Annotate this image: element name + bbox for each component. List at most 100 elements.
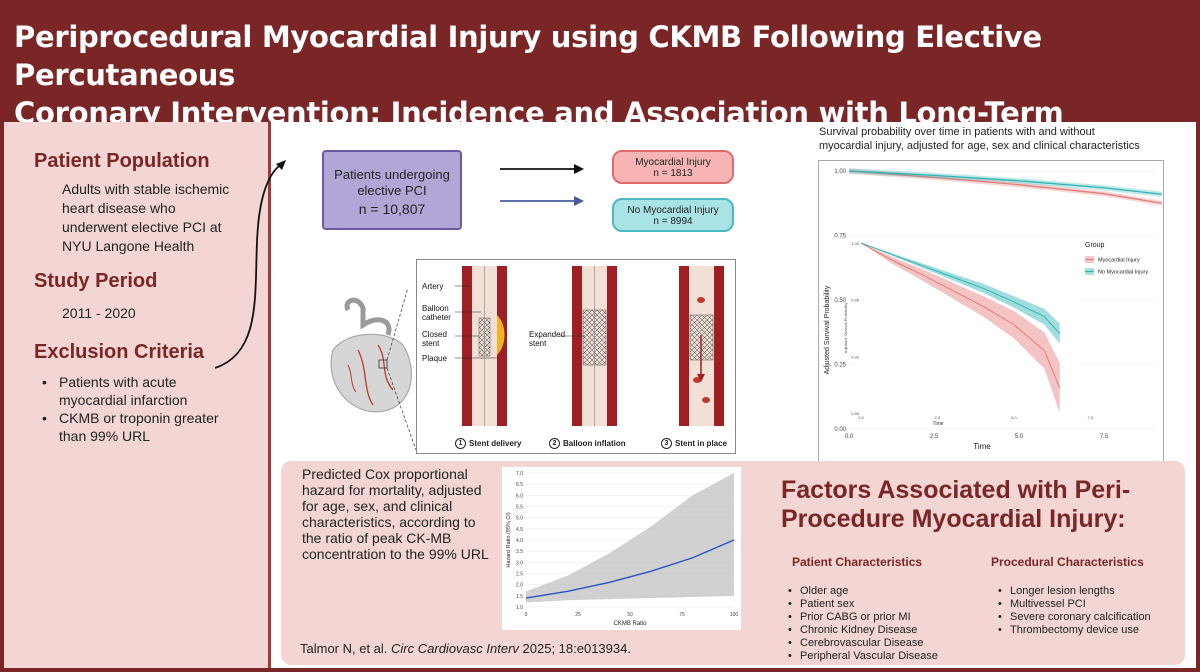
inset-panel bbox=[857, 239, 1079, 425]
y-tick-label: 1.00 bbox=[834, 169, 846, 175]
exclusion-list: Patients with acute myocardial infarctio… bbox=[40, 373, 265, 445]
ci-band bbox=[849, 168, 1162, 206]
mi-count: n = 1813 bbox=[653, 168, 693, 179]
citation: Talmor N, et al. Circ Cardiovasc Interv … bbox=[300, 641, 631, 656]
series-line bbox=[848, 170, 1162, 195]
legend-label: No Myocardial Injury bbox=[1098, 270, 1148, 276]
connector-arrow bbox=[214, 160, 286, 369]
citation-authors: Talmor N, et al. bbox=[300, 641, 392, 656]
stent-procedure-diagram: Artery Balloon catheter Closed stent Pla… bbox=[416, 259, 736, 454]
heading-line: Factors Associated with Peri- bbox=[781, 476, 1131, 504]
poster-frame bbox=[0, 122, 1200, 672]
inset-x-tick-label: 5.0 bbox=[1011, 415, 1017, 420]
survival-plot: 0.00 0.25 0.50 0.75 1.00 0.0 2.5 5.0 7.5 Time 0.85… bbox=[824, 168, 1162, 451]
title-line-1: Periprocedural Myocardial Injury using C… bbox=[14, 20, 1042, 92]
y-tick-label: 2.5 bbox=[516, 572, 523, 578]
closed-stent-label: Closed stent bbox=[422, 330, 447, 348]
hazard-line bbox=[525, 539, 735, 599]
survival-chart: 0.00 0.25 0.50 0.75 1.00 0.0 2.5 5.0 7.5 Time 0.85… bbox=[818, 160, 1164, 462]
inset-series-line bbox=[860, 242, 1061, 335]
step-number: 1 bbox=[455, 438, 466, 449]
list-item: Longer lesion lengths bbox=[996, 585, 1151, 598]
list-item: CKMB or troponin greater than 99% URL bbox=[40, 409, 265, 445]
series-line bbox=[848, 170, 1162, 204]
inset-y-tick-label: 0.90 bbox=[851, 354, 860, 359]
pci-label: Patients undergoing elective PCI bbox=[324, 167, 460, 199]
hazard-ratio-plot: 1.0 1.5 2.0 2.5 3.0 3.5 4.0 4.5 5.0 5.5 6.0 6.5 7.0 0… bbox=[506, 471, 739, 627]
inset-series-line bbox=[860, 242, 1061, 389]
x-axis-label: CKMB Ratio bbox=[613, 621, 647, 627]
citation-journal: Circ Cardiovasc Interv bbox=[391, 641, 519, 656]
pci-count: n = 10,807 bbox=[358, 201, 426, 217]
list-item-line: myocardial infarction bbox=[59, 392, 188, 408]
step-number: 3 bbox=[661, 438, 672, 449]
inset-y-tick-label: 0.85 bbox=[851, 411, 860, 416]
y-tick-label: 4.0 bbox=[516, 538, 523, 544]
inset-x-axis-label: Time bbox=[933, 421, 944, 427]
factors-heading: Factors Associated with Peri- Procedure … bbox=[781, 476, 1181, 534]
stent-vessels bbox=[455, 266, 724, 426]
text-line: concentration to the 99% URL bbox=[302, 546, 489, 562]
step-balloon-inflation: 2 Balloon inflation bbox=[549, 438, 626, 449]
title-line: myocardial injury, adjusted for age, sex… bbox=[819, 140, 1140, 152]
y-tick-label: 1.5 bbox=[516, 594, 523, 600]
list-item: Cerebrovascular Disease bbox=[786, 637, 938, 650]
x-tick-label: 7.5 bbox=[1100, 434, 1109, 440]
pci-label-line: elective PCI bbox=[357, 183, 427, 198]
procedural-characteristics-list: Longer lesion lengths Multivessel PCI Se… bbox=[996, 585, 1151, 637]
label-line: stent bbox=[529, 339, 547, 348]
myocardial-injury-box: Myocardial Injury n = 1813 bbox=[612, 150, 734, 184]
study-period-heading: Study Period bbox=[34, 270, 158, 292]
artery-label: Artery bbox=[422, 282, 444, 291]
y-tick-label: 2.0 bbox=[516, 583, 523, 589]
no-mi-count: n = 8994 bbox=[653, 216, 693, 227]
step-number: 2 bbox=[549, 438, 560, 449]
x-tick-label: 75 bbox=[679, 612, 685, 618]
list-item-line: than 99% URL bbox=[59, 428, 151, 444]
label-line: catheter bbox=[422, 313, 451, 322]
heading-line: Procedure Myocardial Injury: bbox=[781, 505, 1126, 533]
exclusion-heading: Exclusion Criteria bbox=[34, 341, 205, 363]
x-tick-label: 25 bbox=[575, 612, 581, 618]
expanded-stent-label: Expanded stent bbox=[529, 330, 565, 348]
flow-arrows bbox=[500, 164, 584, 206]
x-tick-label: 50 bbox=[627, 612, 633, 618]
y-tick-label: 7.0 bbox=[516, 471, 523, 477]
legend-label: Myocardial Injury bbox=[1098, 258, 1140, 264]
inset-x-tick-label: 0.0 bbox=[858, 415, 864, 420]
step-label: Stent in place bbox=[675, 439, 728, 448]
y-tick-label: 6.5 bbox=[516, 482, 523, 488]
title-line: Survival probability over time in patien… bbox=[819, 126, 1095, 138]
x-tick-label: 5.0 bbox=[1015, 434, 1024, 440]
cox-description: Predicted Cox proportional hazard for mo… bbox=[302, 466, 498, 562]
y-tick-label: 0.50 bbox=[834, 298, 846, 304]
label-line: Balloon bbox=[422, 304, 449, 313]
pci-label-line: Patients undergoing bbox=[334, 167, 450, 182]
inset-y-tick-label: 0.95 bbox=[851, 298, 860, 303]
patient-characteristics-heading: Patient Characteristics bbox=[792, 555, 923, 569]
label-line: Expanded bbox=[529, 330, 566, 339]
list-item: Chronic Kidney Disease bbox=[786, 624, 938, 637]
population-heading: Patient Population bbox=[34, 150, 210, 172]
panel-divider bbox=[268, 122, 271, 668]
text-line: for age, sex, and clinical bbox=[302, 498, 453, 514]
text-line: the ratio of peak CK-MB bbox=[302, 530, 452, 546]
list-item: Patient sex bbox=[786, 598, 938, 611]
heart-illustration bbox=[330, 290, 417, 450]
text-line: hazard for mortality, adjusted bbox=[302, 482, 482, 498]
inset-x-tick-label: 2.5 bbox=[935, 415, 941, 420]
y-tick-label: 3.5 bbox=[516, 549, 523, 555]
list-item: Patients with acute myocardial infarctio… bbox=[40, 373, 265, 409]
x-tick-label: 100 bbox=[730, 612, 739, 618]
text-line: characteristics, according to bbox=[302, 514, 476, 530]
list-item-line: CKMB or troponin greater bbox=[59, 410, 219, 426]
no-myocardial-injury-box: No Myocardial Injury n = 8994 bbox=[612, 198, 734, 232]
y-tick-label: 3.0 bbox=[516, 560, 523, 566]
y-tick-label: 5.5 bbox=[516, 505, 523, 511]
y-tick-label: 5.0 bbox=[516, 516, 523, 522]
procedural-characteristics-heading: Procedural Characteristics bbox=[991, 555, 1144, 569]
y-axis-label: Hazard Ratio (95% CI) bbox=[506, 512, 512, 567]
population-line: Adults with stable ischemic bbox=[62, 181, 230, 197]
step-label: Balloon inflation bbox=[563, 439, 626, 448]
y-tick-label: 6.0 bbox=[516, 493, 523, 499]
